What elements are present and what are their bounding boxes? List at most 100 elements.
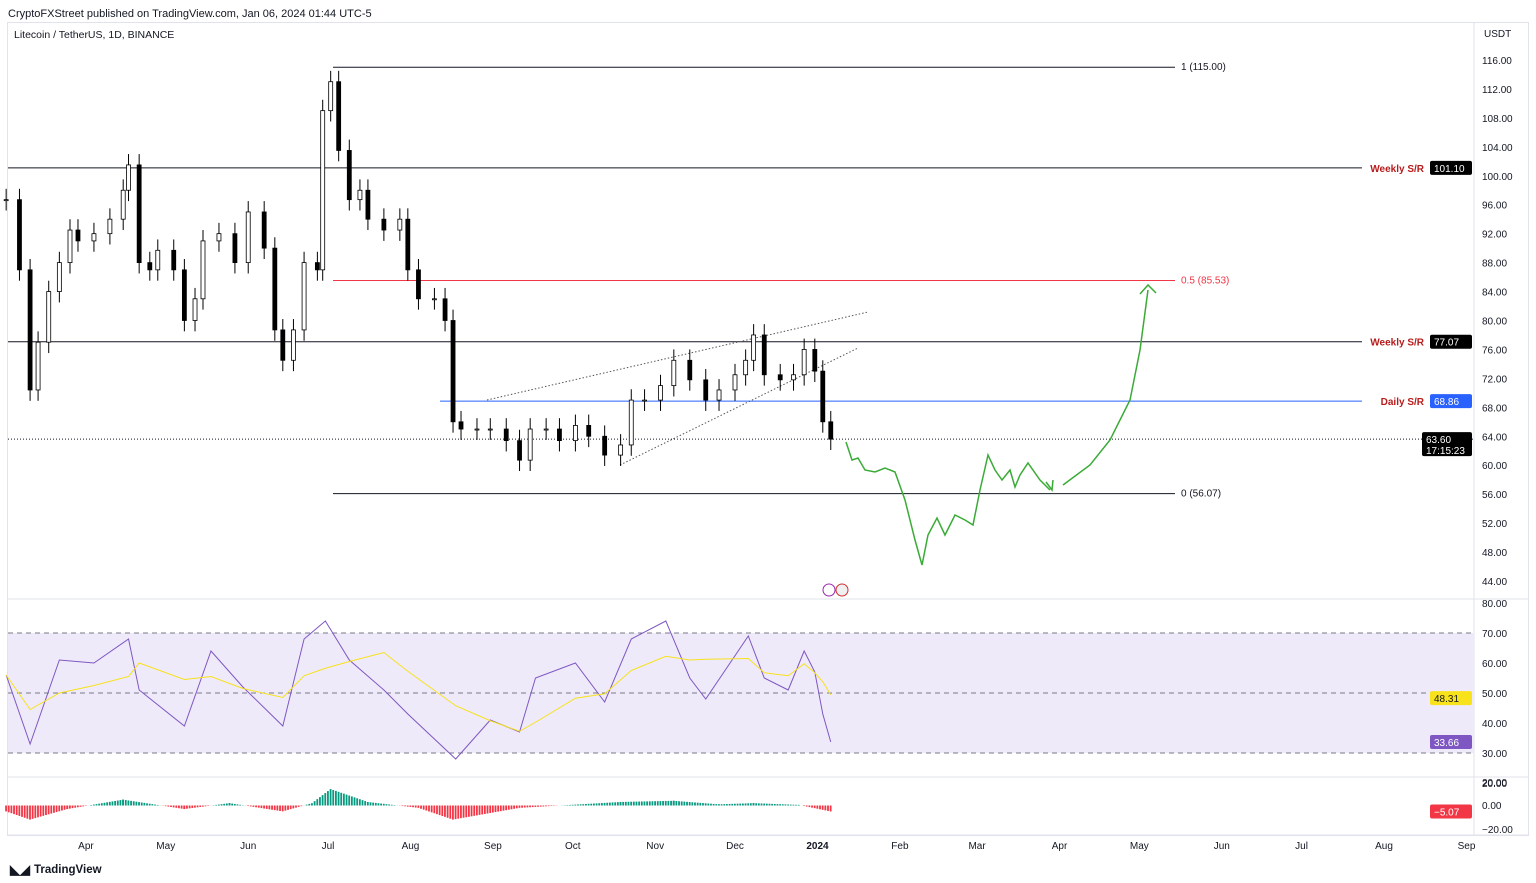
candle-body bbox=[573, 425, 578, 442]
time-tick-label: Aug bbox=[1375, 841, 1393, 852]
candle-body bbox=[397, 218, 403, 231]
candle-body bbox=[642, 399, 647, 402]
macd-bar bbox=[590, 803, 593, 806]
macd-bar bbox=[308, 803, 311, 806]
countdown-label: 17:15:23 bbox=[1426, 446, 1465, 457]
macd-bar bbox=[252, 805, 255, 807]
macd-bar bbox=[329, 789, 332, 806]
macd-bar bbox=[460, 805, 462, 819]
macd-bar bbox=[776, 804, 779, 806]
projection-path bbox=[845, 441, 1051, 566]
macd-bar bbox=[228, 803, 231, 806]
macd-bar bbox=[720, 804, 723, 806]
candle-body bbox=[192, 298, 198, 321]
macd-bar bbox=[619, 801, 622, 806]
arrow-head-icon bbox=[1139, 283, 1157, 295]
macd-bar bbox=[130, 800, 132, 806]
macd-bar bbox=[726, 804, 728, 806]
macd-bar bbox=[151, 804, 154, 806]
macd-bar bbox=[119, 800, 122, 806]
macd-bar bbox=[739, 803, 742, 806]
macd-bar bbox=[664, 800, 667, 806]
symbol-title[interactable]: Litecoin / TetherUS, 1D, BINANCE bbox=[14, 29, 175, 41]
macd-bar bbox=[670, 800, 672, 806]
macd-bar bbox=[526, 805, 529, 808]
macd-bar bbox=[755, 803, 758, 806]
macd-bar bbox=[300, 805, 303, 807]
macd-bar bbox=[21, 805, 23, 817]
candle-body bbox=[716, 389, 722, 401]
macd-bar bbox=[215, 804, 218, 806]
candle-body bbox=[200, 240, 206, 300]
tradingview-logo[interactable]: ◣◢ TradingView bbox=[10, 862, 102, 878]
macd-bar bbox=[579, 804, 582, 806]
price-tick-label: 72.00 bbox=[1482, 374, 1507, 385]
rsi-tick-label: 20.00 bbox=[1482, 779, 1507, 790]
macd-bar bbox=[380, 803, 383, 806]
macd-bar bbox=[350, 796, 353, 806]
candle-body bbox=[35, 341, 41, 391]
candle-body bbox=[812, 349, 818, 372]
macd-bar bbox=[276, 805, 279, 811]
macd-bar bbox=[468, 805, 470, 817]
macd-bar bbox=[505, 805, 508, 811]
price-badge bbox=[1430, 394, 1472, 409]
macd-bar bbox=[69, 805, 71, 809]
macd-bar bbox=[180, 805, 183, 809]
time-tick-label: Jul bbox=[322, 841, 335, 852]
macd-bar bbox=[340, 792, 343, 806]
macd-bar bbox=[295, 805, 297, 808]
macd-bar bbox=[521, 805, 523, 808]
macd-bar bbox=[675, 801, 678, 806]
price-tick-label: 84.00 bbox=[1482, 288, 1507, 299]
macd-bar bbox=[630, 801, 633, 806]
macd-bar bbox=[372, 802, 375, 806]
macd-bar bbox=[465, 805, 468, 818]
candle-body bbox=[517, 440, 522, 461]
macd-bar bbox=[819, 805, 821, 810]
macd-bar bbox=[811, 805, 813, 808]
macd-bar bbox=[784, 804, 787, 806]
macd-bar bbox=[640, 801, 643, 806]
macd-bar bbox=[58, 805, 61, 812]
macd-bar bbox=[547, 805, 550, 807]
last-price-badge bbox=[1422, 432, 1472, 457]
macd-bar bbox=[656, 801, 659, 806]
candle-body bbox=[487, 428, 493, 431]
macd-bar bbox=[787, 804, 789, 806]
sr-label: Weekly S/R bbox=[1370, 164, 1425, 175]
candle-body bbox=[777, 374, 783, 381]
rsi-tick-label: 30.00 bbox=[1482, 749, 1507, 760]
candle-body bbox=[442, 298, 448, 321]
macd-bar bbox=[172, 805, 175, 808]
currency-label[interactable]: USDT bbox=[1484, 29, 1512, 40]
macd-bar bbox=[223, 803, 226, 806]
macd-bar bbox=[425, 805, 428, 811]
macd-bar bbox=[763, 803, 766, 806]
macd-bar bbox=[436, 805, 438, 815]
macd-bar bbox=[18, 805, 21, 816]
time-tick-label: 2024 bbox=[806, 841, 829, 852]
macd-bar bbox=[760, 803, 763, 806]
macd-bar bbox=[103, 802, 106, 806]
macd-bar bbox=[624, 801, 627, 806]
price-tick-label: 92.00 bbox=[1482, 230, 1507, 241]
time-tick-label: Sep bbox=[1458, 841, 1476, 852]
macd-bar bbox=[327, 791, 329, 806]
macd-bar bbox=[271, 805, 273, 810]
price-tick-label: 76.00 bbox=[1482, 345, 1507, 356]
macd-bar bbox=[61, 805, 63, 811]
candle-body bbox=[346, 150, 352, 201]
candle-body bbox=[474, 428, 480, 431]
macd-bar bbox=[53, 805, 55, 813]
macd-bar bbox=[313, 801, 316, 806]
candle-body bbox=[245, 211, 251, 264]
macd-bar bbox=[757, 803, 760, 806]
macd-bar bbox=[667, 800, 670, 806]
macd-bar bbox=[744, 803, 747, 806]
candle-body bbox=[336, 81, 342, 151]
macd-bar bbox=[457, 805, 460, 819]
macd-bar bbox=[311, 803, 313, 806]
macd-bar bbox=[63, 805, 66, 810]
